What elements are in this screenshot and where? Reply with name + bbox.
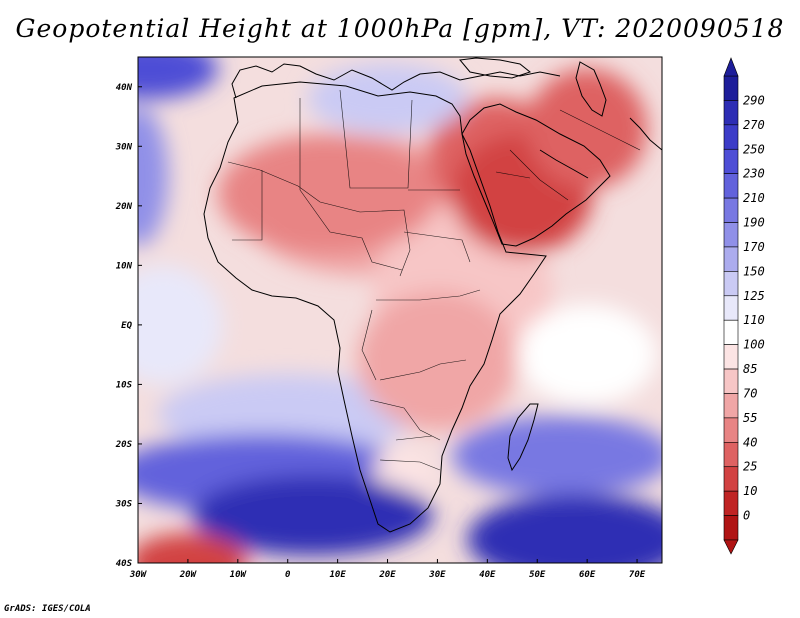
colorbar-swatch [723, 75, 739, 101]
colorbar-swatch [723, 442, 739, 468]
field-feature [357, 290, 518, 431]
iberia-europe-coastline [231, 63, 561, 99]
lat-tick-label: 10N [116, 261, 133, 271]
lat-tick-label: 20S [115, 440, 133, 450]
colorbar-swatch [723, 319, 739, 345]
colorbar-swatch [723, 295, 739, 321]
madagascar-coastline [507, 403, 539, 472]
persian-gulf [539, 149, 589, 179]
lon-tick-label: 40E [479, 570, 496, 580]
colorbar-swatch [723, 490, 739, 516]
colorbar-label: 290 [743, 93, 765, 107]
field-region [138, 264, 223, 385]
colorbar-swatch [723, 100, 739, 126]
field-feature [192, 475, 433, 556]
colorbar-label: 170 [743, 240, 765, 254]
colorbar-swatch [723, 222, 739, 248]
field-feature [217, 133, 438, 254]
lon-tick-label: 20E [378, 570, 396, 580]
colorbar-label: 250 [743, 142, 765, 156]
field-region [138, 106, 168, 247]
colorbar-label: 190 [743, 216, 765, 230]
field-region [517, 304, 658, 405]
lon-tick-label: 70E [629, 570, 646, 580]
field-feature [527, 68, 648, 189]
colorbar-swatch [723, 197, 739, 223]
chart-title: Geopotential Height at 1000hPa [gpm], VT… [15, 14, 785, 43]
colorbar-swatch [723, 393, 739, 419]
lat-tick-label: 20N [115, 202, 133, 212]
colorbar-label: 25 [743, 460, 757, 474]
lon-tick-label: 30E [428, 570, 446, 580]
lat-tick-label: EQ [121, 321, 132, 331]
colorbar-bottom-arrow [723, 539, 739, 555]
field-feature [467, 494, 662, 563]
lat-tick-label: 10S [116, 380, 133, 390]
colorbar-label: 0 [743, 509, 750, 523]
colorbar-label: 100 [743, 338, 765, 352]
colorbar-top-arrow [723, 57, 739, 77]
colorbar-label: 85 [743, 362, 757, 376]
lon-tick-label: 10W [230, 570, 248, 580]
colorbar: 2902702502302101901701501251101008570554… [723, 57, 765, 555]
colorbar-swatch [723, 515, 739, 541]
lat-tick-label: 40S [116, 559, 133, 569]
colorbar-label: 70 [743, 386, 757, 400]
lat-tick-label: 30S [115, 499, 133, 509]
lon-tick-label: 30W [129, 570, 148, 580]
colorbar-swatch [723, 417, 739, 443]
colorbar-swatch [723, 148, 739, 174]
colorbar-label: 55 [743, 411, 757, 425]
field-feature [138, 57, 218, 99]
colorbar-label: 10 [743, 484, 757, 498]
colorbar-label: 270 [743, 118, 765, 132]
colorbar-swatch [723, 246, 739, 272]
caspian-sea [575, 61, 607, 117]
colorbar-swatch [723, 466, 739, 492]
colorbar-swatch [723, 368, 739, 394]
field-feature [138, 533, 248, 563]
black-sea [459, 57, 532, 79]
field-region [157, 374, 418, 455]
africa-coastline [203, 81, 547, 533]
lon-tick-label: 50E [529, 570, 546, 580]
colorbar-swatch [723, 124, 739, 150]
colorbar-label: 40 [743, 435, 757, 449]
field-region [452, 415, 662, 496]
colorbar-swatch [723, 271, 739, 297]
indian-coast [629, 117, 662, 151]
arabia-coastline [461, 103, 611, 247]
plot-frame [137, 56, 663, 564]
colorbar-label: 125 [743, 289, 765, 303]
lon-tick-label: 60E [579, 570, 596, 580]
lon-tick-label: 20W [179, 570, 198, 580]
colorbar-label: 150 [743, 264, 765, 278]
colorbar-swatch [723, 173, 739, 199]
colorbar-label: 210 [743, 191, 765, 205]
colorbar-label: 230 [743, 167, 765, 181]
field-feature [307, 63, 468, 134]
colorbar-swatch [723, 344, 739, 370]
lat-tick-label: 30N [115, 142, 133, 152]
grads-credit: GrADS: IGES/COLA [4, 604, 91, 614]
lat-tick-label: 40N [116, 83, 133, 93]
lon-tick-label: 10E [329, 570, 346, 580]
lon-tick-label: 0 [285, 570, 291, 580]
country-borders [227, 89, 641, 471]
colorbar-label: 110 [743, 313, 765, 327]
